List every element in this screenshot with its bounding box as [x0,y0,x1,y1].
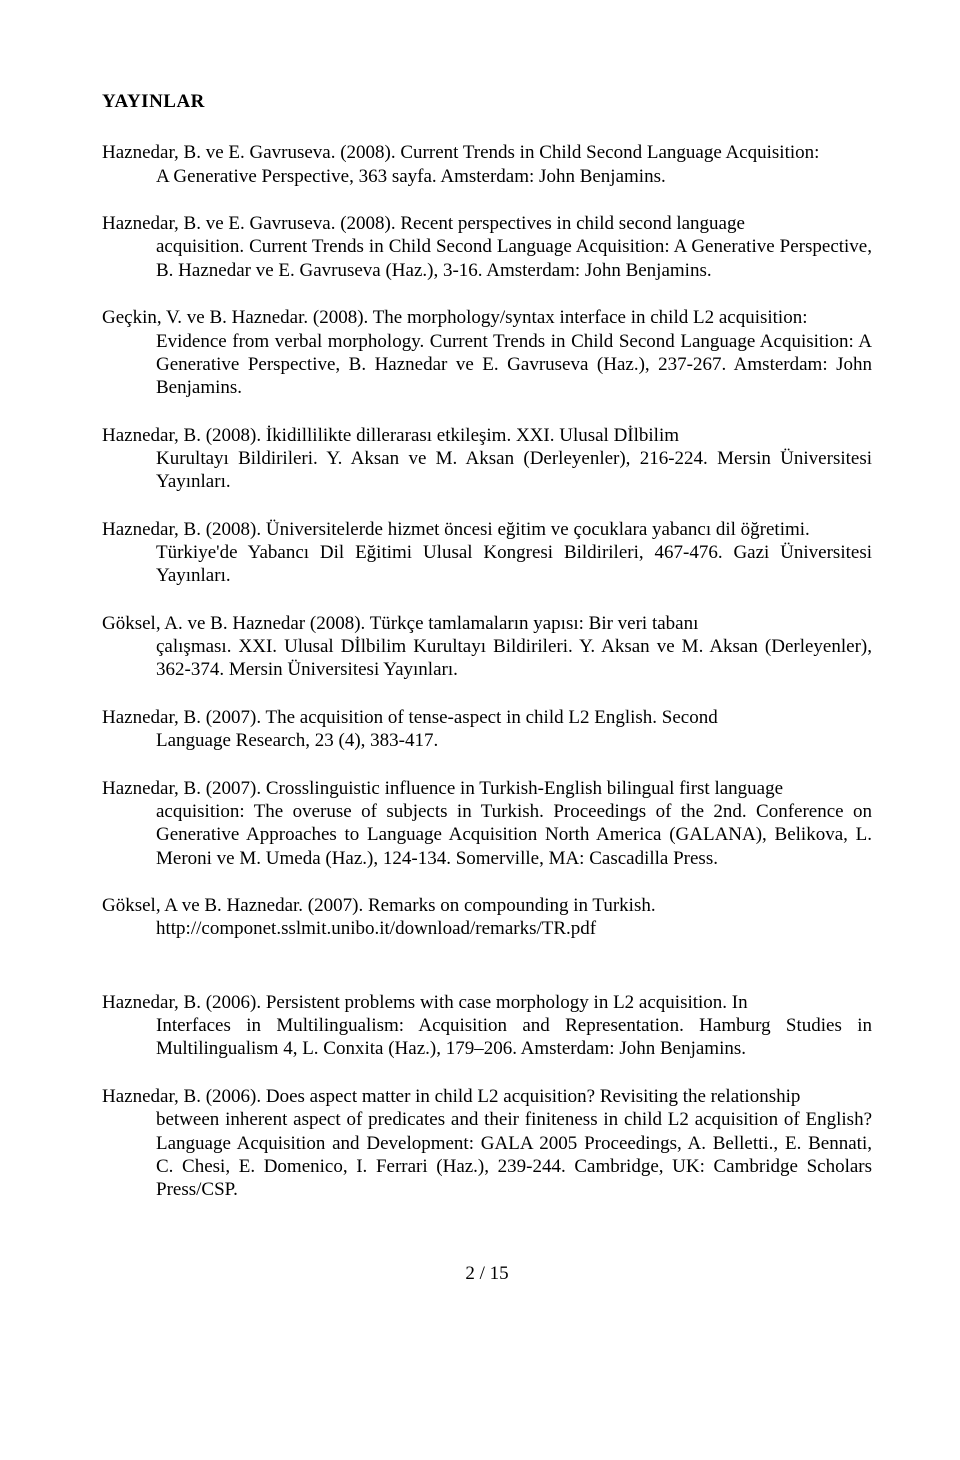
publication-entry: Haznedar, B. (2007). The acquisition of … [102,706,872,753]
publication-entry: Haznedar, B. (2006). Does aspect matter … [102,1085,872,1202]
section-heading: YAYINLAR [102,90,872,113]
entry-first-line: Haznedar, B. (2006). Persistent problems… [102,992,748,1013]
publication-entry: Göksel, A. ve B. Haznedar (2008). Türkçe… [102,612,872,682]
entry-continuation: acquisition: The overuse of subjects in … [102,800,872,870]
entry-first-line: Geçkin, V. ve B. Haznedar. (2008). The m… [102,307,807,328]
entry-first-line: Haznedar, B. (2007). Crosslinguistic inf… [102,778,783,799]
entry-continuation: çalışması. XXI. Ulusal Dİlbilim Kurultay… [102,635,872,682]
entry-continuation: Kurultayı Bildirileri. Y. Aksan ve M. Ak… [102,447,872,494]
entry-first-line: Haznedar, B. (2007). The acquisition of … [102,707,718,728]
publication-entry: Geçkin, V. ve B. Haznedar. (2008). The m… [102,306,872,399]
entry-first-line: Haznedar, B. (2006). Does aspect matter … [102,1086,800,1107]
page-number: 2 / 15 [102,1262,872,1285]
publication-entry: Haznedar, B. ve E. Gavruseva. (2008). Cu… [102,141,872,188]
entry-continuation: Language Research, 23 (4), 383-417. [102,729,872,752]
entry-continuation: Evidence from verbal morphology. Current… [102,330,872,400]
entry-continuation: acquisition. Current Trends in Child Sec… [102,235,872,282]
publications-list: Haznedar, B. ve E. Gavruseva. (2008). Cu… [102,141,872,1201]
entry-continuation: between inherent aspect of predicates an… [102,1108,872,1201]
entry-first-line: Haznedar, B. ve E. Gavruseva. (2008). Cu… [102,142,819,163]
entry-first-line: Göksel, A ve B. Haznedar. (2007). Remark… [102,895,656,916]
publication-entry: Haznedar, B. (2008). İkidillilikte dille… [102,424,872,494]
entry-first-line: Haznedar, B. ve E. Gavruseva. (2008). Re… [102,213,745,234]
publication-entry: Haznedar, B. ve E. Gavruseva. (2008). Re… [102,212,872,282]
entry-first-line: Haznedar, B. (2008). Üniversitelerde hiz… [102,519,810,540]
entry-continuation: http://componet.sslmit.unibo.it/download… [102,917,872,940]
publication-entry: Haznedar, B. (2007). Crosslinguistic inf… [102,777,872,870]
publication-entry: Göksel, A ve B. Haznedar. (2007). Remark… [102,894,872,941]
entry-first-line: Haznedar, B. (2008). İkidillilikte dille… [102,425,679,446]
publication-entry: Haznedar, B. (2006). Persistent problems… [102,991,872,1061]
entry-first-line: Göksel, A. ve B. Haznedar (2008). Türkçe… [102,613,698,634]
entry-continuation: Interfaces in Multilingualism: Acquisiti… [102,1014,872,1061]
entry-continuation: A Generative Perspective, 363 sayfa. Ams… [102,165,872,188]
entry-continuation: Türkiye'de Yabancı Dil Eğitimi Ulusal Ko… [102,541,872,588]
publication-entry: Haznedar, B. (2008). Üniversitelerde hiz… [102,518,872,588]
